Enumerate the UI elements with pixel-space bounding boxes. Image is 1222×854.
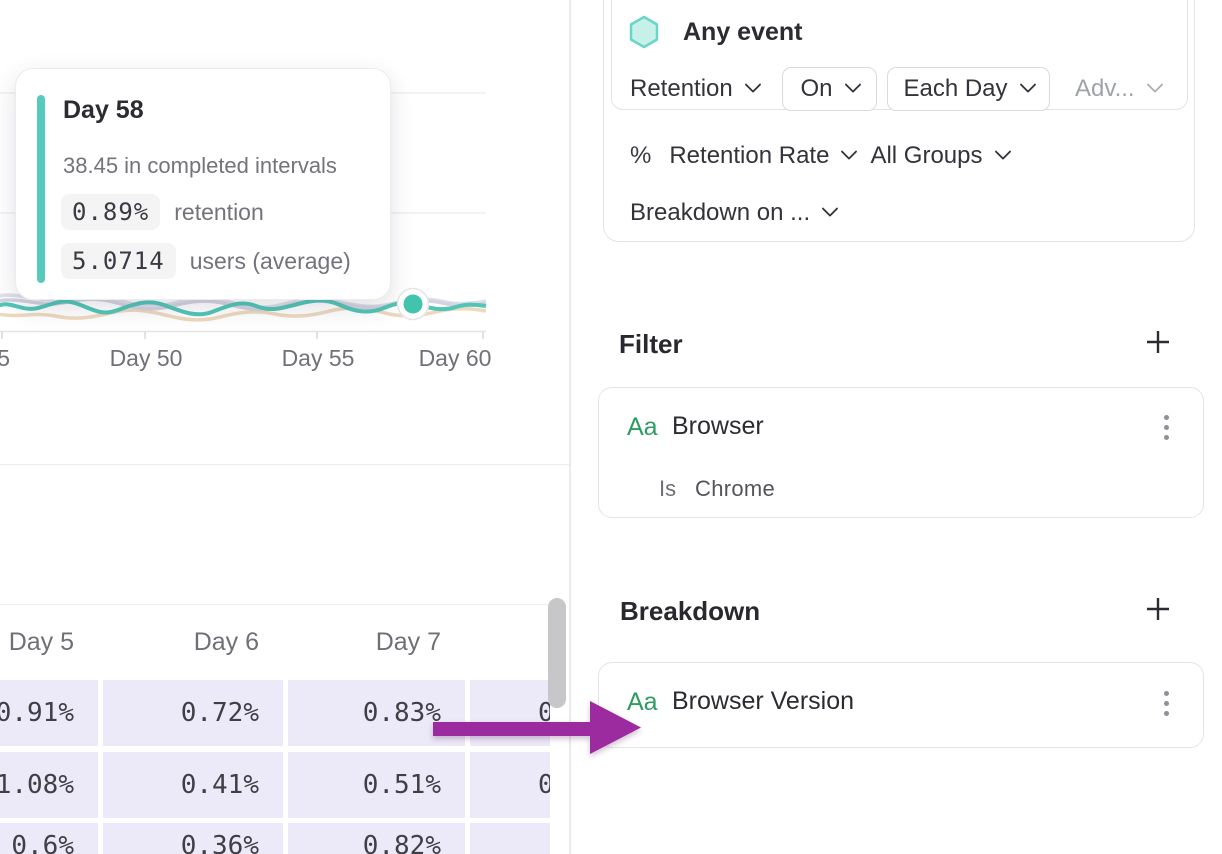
- interval-dropdown-label: Each Day: [903, 75, 1008, 102]
- text-property-icon: Aa: [627, 413, 658, 441]
- section-divider: [0, 464, 570, 465]
- filter-section-heading: Filter: [619, 329, 683, 359]
- column-header: Day 7: [375, 628, 441, 656]
- interval-dropdown[interactable]: Each Day: [887, 67, 1050, 111]
- retention-dropdown-label: Retention: [630, 75, 733, 102]
- retention-dropdown[interactable]: Retention: [630, 75, 762, 103]
- add-filter-button[interactable]: [1144, 328, 1172, 356]
- chevron-down-icon: [1146, 76, 1164, 94]
- x-axis-label-day60: Day 60: [418, 345, 492, 371]
- column-header: Day 6: [193, 628, 259, 656]
- retention-value: 0.89%: [61, 194, 161, 230]
- users-value: 5.0714: [61, 243, 176, 279]
- tooltip-retention-row: 0.89% retention: [61, 192, 264, 232]
- chevron-down-icon: [744, 76, 762, 94]
- filter-operator[interactable]: Is: [659, 476, 677, 501]
- add-breakdown-button[interactable]: [1144, 595, 1172, 623]
- table-cell: 0.83%: [288, 680, 465, 746]
- table-cell: 0.36%: [103, 823, 283, 854]
- metric-row: % Retention Rate All Groups: [630, 142, 1011, 170]
- column-header: Day 5: [8, 628, 74, 656]
- chart-tooltip: Day 58 38.45 in completed intervals 0.89…: [15, 68, 391, 300]
- chevron-down-icon: [844, 76, 861, 94]
- tooltip-subtitle: 38.45 in completed intervals: [63, 153, 337, 178]
- on-dropdown-label: On: [800, 75, 833, 102]
- breakdown-on-dropdown[interactable]: Breakdown on ...: [630, 199, 839, 227]
- breakdown-kebab-menu[interactable]: [1150, 681, 1182, 725]
- metric-dropdown[interactable]: Retention Rate: [669, 142, 830, 169]
- percent-icon: %: [630, 142, 652, 169]
- breakdown-section-heading: Breakdown: [620, 596, 761, 626]
- table-cell: [470, 823, 550, 854]
- x-axis-label-day45-partial: 5: [0, 345, 10, 371]
- filter-property-name[interactable]: Browser: [672, 412, 764, 440]
- tooltip-accent-bar: [37, 95, 45, 283]
- text-property-icon: Aa: [627, 688, 658, 716]
- event-hexagon-icon: [629, 15, 659, 49]
- table-cell: 0.91%: [0, 680, 98, 746]
- table-top-border: [0, 604, 550, 605]
- event-selector[interactable]: Any event: [683, 18, 803, 46]
- highlighted-data-point[interactable]: [386, 276, 442, 332]
- advanced-dropdown-label: Adv...: [1075, 75, 1135, 102]
- groups-dropdown[interactable]: All Groups: [870, 142, 983, 169]
- filter-value[interactable]: Chrome: [695, 476, 776, 501]
- tooltip-users-row: 5.0714 users (average): [61, 241, 351, 281]
- table-cell: 0: [470, 752, 550, 818]
- table-cell: 1.08%: [0, 752, 98, 818]
- breakdown-property-card: [598, 662, 1204, 748]
- filter-kebab-menu[interactable]: [1150, 405, 1182, 449]
- retention-label: retention: [174, 198, 264, 225]
- retention-table: Day 5 Day 6 Day 7 0.91% 0.72% 0.83% 0 1.…: [0, 600, 550, 854]
- chevron-down-icon: [840, 143, 858, 161]
- table-cell: 0.51%: [288, 752, 465, 818]
- on-dropdown[interactable]: On: [782, 67, 877, 111]
- table-cell: 0.6%: [0, 823, 98, 854]
- table-cell: 0.41%: [103, 752, 283, 818]
- tooltip-title: Day 58: [63, 96, 144, 124]
- filter-property-card: [598, 387, 1204, 518]
- x-axis-label-day50: Day 50: [109, 345, 183, 371]
- breakdown-on-label: Breakdown on ...: [630, 199, 811, 226]
- vertical-scrollbar[interactable]: [548, 598, 566, 708]
- table-cell: 0: [470, 680, 550, 746]
- table-cell: 0.82%: [288, 823, 465, 854]
- panel-divider: [569, 0, 571, 854]
- x-axis-label-day55: Day 55: [281, 345, 355, 371]
- breakdown-property-name[interactable]: Browser Version: [672, 687, 855, 715]
- chevron-down-icon: [1019, 76, 1037, 94]
- table-cell: 0.72%: [103, 680, 283, 746]
- advanced-dropdown[interactable]: Adv...: [1075, 75, 1164, 103]
- users-label: users (average): [189, 247, 351, 274]
- chevron-down-icon: [821, 200, 839, 218]
- chevron-down-icon: [994, 143, 1011, 161]
